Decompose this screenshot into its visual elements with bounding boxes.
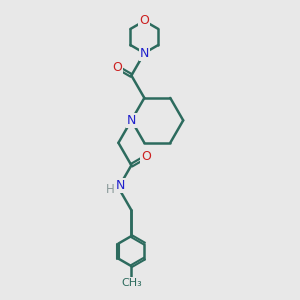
- Text: N: N: [116, 178, 125, 192]
- Text: N: N: [140, 46, 149, 60]
- Text: O: O: [141, 150, 151, 163]
- Text: O: O: [112, 61, 122, 74]
- Text: H: H: [106, 182, 115, 196]
- Text: N: N: [127, 114, 136, 127]
- Text: CH₃: CH₃: [122, 278, 142, 288]
- Text: O: O: [140, 14, 149, 27]
